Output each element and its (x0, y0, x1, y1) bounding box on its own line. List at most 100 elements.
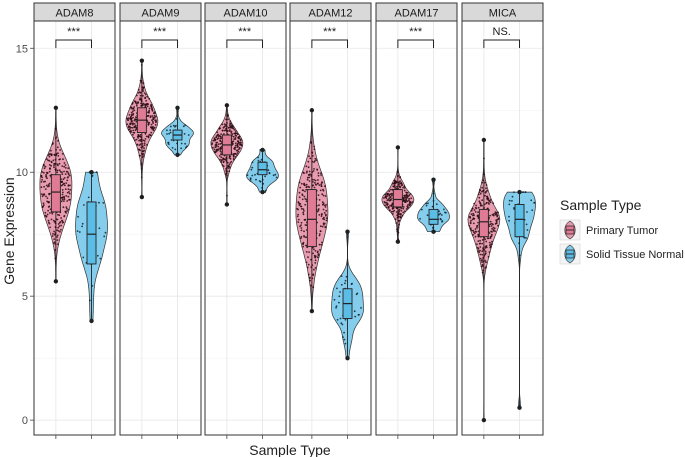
data-point (151, 120, 154, 123)
data-point (177, 154, 179, 156)
data-point (227, 118, 229, 121)
data-point (476, 226, 478, 229)
data-point (354, 315, 357, 318)
data-point (343, 338, 346, 341)
data-point (232, 127, 235, 130)
data-point (322, 189, 325, 192)
data-point (386, 195, 388, 198)
data-point (305, 183, 308, 186)
data-point (134, 118, 137, 121)
data-point (49, 212, 51, 214)
data-point (139, 134, 142, 136)
data-point (170, 125, 172, 128)
data-point (296, 215, 299, 218)
data-point (133, 100, 136, 103)
data-point (220, 151, 223, 153)
data-point (232, 158, 235, 161)
data-point (402, 186, 404, 189)
data-point (56, 218, 59, 221)
data-point (142, 139, 145, 142)
data-point (261, 178, 264, 181)
data-point (41, 179, 43, 181)
data-point (310, 258, 312, 261)
data-point (304, 198, 307, 200)
data-point (54, 168, 57, 171)
data-point (43, 204, 45, 206)
data-point (258, 180, 261, 182)
data-point (489, 223, 492, 226)
data-point (91, 285, 94, 287)
data-point (214, 150, 216, 153)
data-point (50, 218, 53, 221)
data-point (50, 160, 53, 163)
data-point (360, 307, 362, 309)
data-point (59, 230, 61, 233)
data-point (260, 158, 263, 161)
data-point (479, 242, 481, 245)
data-point (140, 100, 143, 103)
data-point (60, 224, 62, 227)
data-point (344, 318, 347, 321)
data-point (390, 194, 393, 197)
data-point (393, 182, 396, 185)
data-point (60, 184, 63, 187)
data-point (303, 210, 305, 212)
data-point (341, 323, 344, 326)
data-point (220, 153, 223, 156)
data-point (491, 240, 493, 243)
data-point (137, 92, 140, 94)
data-point (219, 158, 222, 161)
data-point (56, 234, 59, 237)
data-point (513, 191, 515, 194)
data-point (55, 148, 57, 151)
data-point (141, 142, 144, 145)
data-point (59, 149, 62, 151)
data-point (479, 189, 482, 192)
data-point (91, 320, 94, 322)
data-point (340, 283, 343, 286)
data-point (472, 214, 474, 217)
data-point (300, 235, 303, 238)
data-point (66, 200, 69, 202)
data-point (317, 179, 319, 181)
data-point (56, 171, 59, 174)
data-point (476, 215, 479, 217)
data-point (297, 218, 300, 221)
data-point (445, 211, 447, 214)
data-point (223, 123, 226, 125)
data-point (397, 238, 400, 241)
panel-background (119, 20, 202, 436)
data-point (476, 243, 478, 246)
data-point (56, 229, 58, 232)
data-point (497, 224, 499, 227)
data-point (48, 192, 50, 195)
data-point (489, 199, 492, 201)
data-point (139, 94, 142, 97)
data-point (217, 135, 220, 138)
data-point (386, 199, 389, 202)
data-point (152, 116, 155, 119)
data-point (403, 185, 406, 188)
data-point (217, 133, 220, 136)
data-point (225, 123, 228, 126)
data-point (144, 93, 147, 96)
data-point (409, 193, 412, 195)
data-point (315, 159, 318, 162)
data-point (314, 181, 316, 184)
data-point (234, 153, 237, 155)
data-point (302, 189, 305, 192)
data-point (230, 132, 233, 134)
data-point (139, 139, 142, 141)
data-point (318, 234, 321, 237)
data-point (397, 187, 399, 190)
data-point (212, 139, 215, 142)
data-point (400, 209, 403, 212)
data-point (172, 124, 175, 127)
significance-label: *** (409, 26, 423, 38)
box (257, 161, 268, 176)
data-point (486, 197, 489, 200)
violin-group-primary-tumor (381, 145, 415, 244)
data-point (143, 144, 146, 147)
data-point (305, 236, 307, 239)
data-point (410, 202, 413, 204)
